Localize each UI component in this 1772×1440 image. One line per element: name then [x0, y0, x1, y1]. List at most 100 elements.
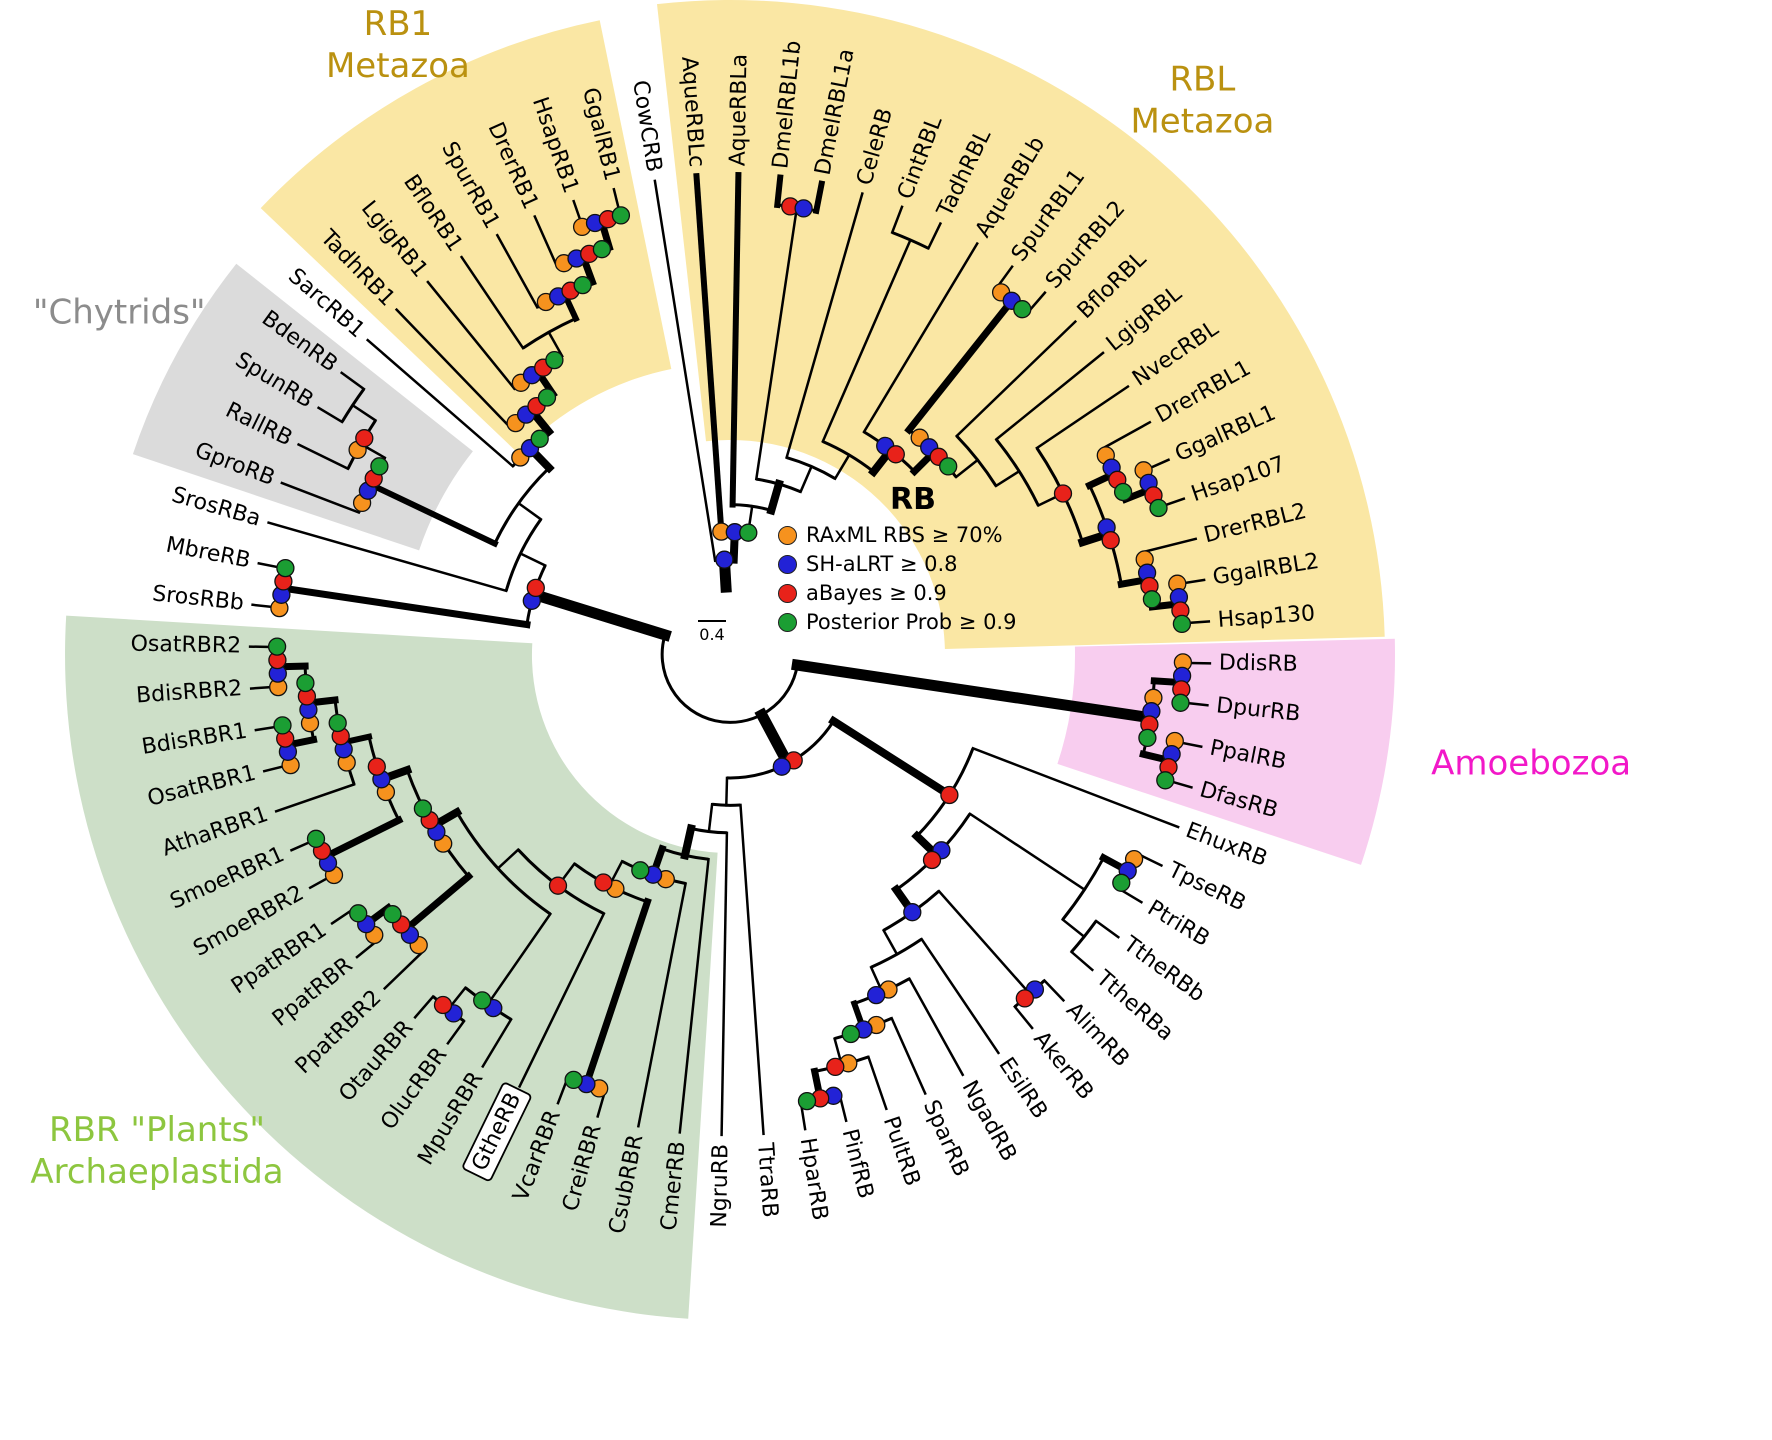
support-dot-r	[355, 429, 374, 448]
legend-item-label: RAxML RBS ≥ 70%	[806, 523, 1003, 547]
support-dot-r	[548, 876, 568, 895]
support-dot-g	[1142, 590, 1162, 609]
support-dot-g	[592, 240, 612, 259]
support-dot-g	[1156, 771, 1175, 790]
legend-item: RAxML RBS ≥ 70%	[778, 523, 1048, 547]
support-dot-g	[413, 799, 433, 818]
legend-swatch	[778, 554, 797, 574]
scale-bar-label: 0.4	[699, 625, 725, 644]
clade-wedges	[65, 0, 1395, 1319]
support-dot-r	[594, 873, 613, 892]
support-dot-r	[940, 785, 959, 805]
support-dot-g	[1171, 693, 1190, 712]
support-dot-r	[1015, 989, 1034, 1008]
support-legend: RB RAxML RBS ≥ 70% SH-aLRT ≥ 0.8 aBayes …	[778, 482, 1048, 639]
tip-label-PultRB: PultRB	[878, 1113, 925, 1189]
support-dot-g	[349, 904, 368, 923]
support-dot-g	[573, 275, 592, 295]
support-dot-b	[794, 199, 813, 218]
support-dot-r	[886, 445, 905, 464]
support-dot-g	[797, 1091, 817, 1111]
clade-wedge-plants	[65, 615, 718, 1319]
support-dot-g	[296, 673, 315, 693]
support-dot-g	[273, 716, 292, 735]
support-dot-r	[433, 995, 453, 1015]
clade-label-plants: Archaeplastida	[30, 1152, 283, 1192]
support-dot-b	[715, 550, 734, 569]
support-dot-g	[370, 457, 389, 476]
clade-label-amoebozoa: Amoebozoa	[1431, 744, 1631, 784]
support-dot-g	[530, 429, 549, 448]
support-dot-r	[526, 578, 545, 598]
support-dot-r	[922, 850, 942, 870]
support-dot-g	[564, 1070, 583, 1090]
legend-item-label: Posterior Prob ≥ 0.9	[806, 610, 1017, 634]
support-dot-g	[383, 905, 402, 924]
tip-label-EsilRB: EsilRB	[993, 1053, 1052, 1123]
tip-label-TtraRB: TtraRB	[752, 1141, 782, 1219]
legend-item: SH-aLRT ≥ 0.8	[778, 552, 1048, 576]
support-dot-g	[545, 350, 564, 370]
tip-label-CowCRB: CowCRB	[627, 79, 666, 174]
tip-label-OsatRBR2: OsatRBR2	[130, 632, 241, 659]
tip-label-SrosRBb: SrosRBb	[151, 581, 245, 615]
clade-wedge-rb1	[260, 20, 672, 454]
clade-wedge-chytrids	[132, 263, 473, 551]
legend-item: aBayes ≥ 0.9	[778, 581, 1048, 605]
tip-label-NgruRB: NgruRB	[707, 1144, 733, 1228]
clade-label-rb1: Metazoa	[326, 46, 470, 86]
clade-wedge-rbl	[657, 0, 1385, 650]
support-dot-b	[772, 757, 791, 776]
legend-item-label: SH-aLRT ≥ 0.8	[806, 552, 958, 576]
support-dot-r	[1053, 484, 1073, 503]
clade-label-chytrids: "Chytrids"	[33, 292, 206, 332]
legend-swatch	[778, 612, 797, 632]
support-dot-g	[1172, 614, 1192, 634]
support-dot-g	[611, 206, 631, 225]
tip-label-SparRB: SparRB	[918, 1096, 974, 1180]
support-dot-r	[367, 757, 386, 776]
support-dot-g	[276, 558, 295, 578]
support-dot-g	[537, 388, 557, 407]
support-dot-g	[306, 829, 326, 848]
legend-swatch	[778, 583, 797, 603]
support-dot-g	[1013, 300, 1032, 319]
tip-label-DdisRB: DdisRB	[1219, 651, 1298, 677]
support-dot-g	[1112, 873, 1131, 892]
tip-label-AqueRBLa: AqueRBLa	[726, 54, 753, 167]
support-dot-g	[939, 457, 958, 476]
legend-title: RB	[890, 482, 936, 517]
support-dot-g	[739, 523, 758, 542]
clade-label-rb1: RB1	[364, 4, 433, 44]
support-dot-g	[328, 713, 347, 733]
support-dot-b	[903, 903, 922, 922]
support-dot-g	[1138, 728, 1157, 748]
clade-label-plants: RBR "Plants"	[49, 1110, 265, 1150]
legend-item-label: aBayes ≥ 0.9	[806, 581, 947, 605]
clade-label-rbl: Metazoa	[1130, 102, 1274, 142]
support-dot-g	[267, 637, 287, 656]
support-dot-r	[826, 1057, 845, 1077]
support-dot-g	[631, 861, 650, 880]
tip-label-PtriRB: PtriRB	[1143, 896, 1214, 952]
legend-item: Posterior Prob ≥ 0.9	[778, 610, 1048, 634]
scale-bar: 0.4	[698, 620, 726, 644]
tip-label-box	[462, 1082, 532, 1182]
support-dot-g	[1149, 498, 1168, 518]
support-dots	[267, 197, 1193, 1111]
scale-bar-line	[698, 620, 726, 622]
tip-label-HparRB: HparRB	[795, 1136, 833, 1222]
legend-swatch	[778, 525, 797, 545]
support-dot-r	[1101, 531, 1120, 550]
clade-wedge-amoebozoa	[1057, 638, 1395, 865]
support-dot-g	[841, 1024, 860, 1044]
clade-label-rbl: RBL	[1169, 60, 1235, 100]
support-dot-g	[1113, 482, 1133, 502]
support-dot-g	[473, 991, 492, 1010]
tip-label-PinfRB: PinfRB	[837, 1126, 878, 1201]
tip-label-MbreRB: MbreRB	[164, 533, 253, 574]
support-dot-b	[867, 985, 886, 1005]
